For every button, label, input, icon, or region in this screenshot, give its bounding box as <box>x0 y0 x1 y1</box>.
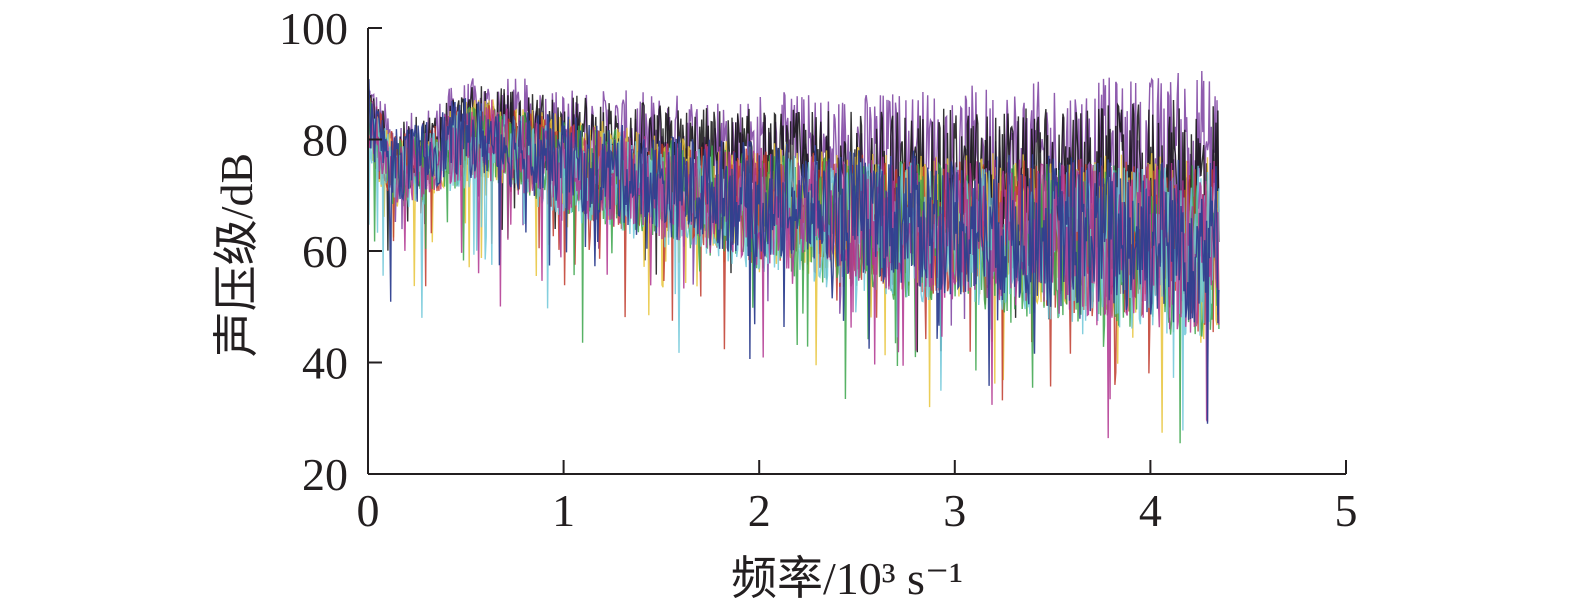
x-tick-label: 1 <box>552 485 575 536</box>
x-tick-label: 4 <box>1139 485 1162 536</box>
y-tick-label: 40 <box>302 338 348 389</box>
x-axis-label: 频率/10³ s⁻¹ <box>731 553 963 604</box>
x-tick-label: 3 <box>943 485 966 536</box>
series-line <box>367 79 1220 424</box>
y-tick-label: 20 <box>302 449 348 500</box>
y-tick-label: 80 <box>302 115 348 166</box>
y-axis-label: 声压级/dB <box>211 153 262 357</box>
y-tick-label: 60 <box>302 226 348 277</box>
series-layer <box>367 70 1220 444</box>
x-tick-label: 0 <box>357 485 380 536</box>
x-tick-label: 5 <box>1335 485 1358 536</box>
x-tick-label: 2 <box>748 485 771 536</box>
y-tick-label: 100 <box>279 3 348 54</box>
ticks: 0 1 2 3 4 5 20 40 60 80 100 <box>279 3 1358 536</box>
